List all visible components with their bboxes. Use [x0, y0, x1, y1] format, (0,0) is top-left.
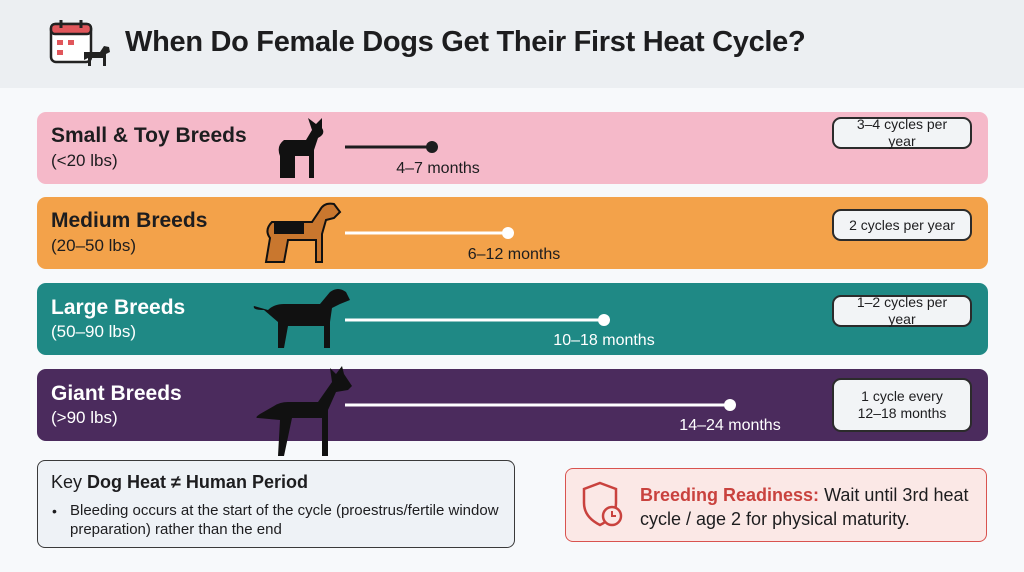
cycle-pill: 3–4 cycles per year	[832, 116, 972, 149]
key-bullet: Bleeding occurs at the start of the cycl…	[70, 502, 499, 538]
breeding-note: Wait until 3rd heat cycle / age 2 for ph…	[640, 485, 969, 529]
cycle-pill: 1 cycle every 12–18 months	[832, 378, 972, 432]
breed-name: Large Breeds	[51, 296, 186, 319]
key-title: Dog Heat ≠ Human Period	[87, 472, 308, 492]
cycle-pill: 1–2 cycles per year	[832, 294, 972, 327]
title: When Do Female Dogs Get Their First Heat…	[125, 26, 806, 58]
breed-row	[37, 112, 988, 184]
breeding-text: Breeding Readiness: Wait until 3rd heat …	[640, 483, 970, 531]
age-range: 14–24 months	[679, 417, 781, 434]
key-heading: Key Dog Heat ≠ Human Period	[51, 472, 308, 493]
calendar-dog-icon	[49, 20, 110, 66]
key-label: Key	[51, 472, 83, 492]
cycle-pill: 2 cycles per year	[832, 209, 972, 241]
header	[0, 0, 1024, 88]
age-range: 6–12 months	[467, 246, 561, 263]
breeding-box	[565, 468, 987, 542]
age-range: 10–18 months	[553, 332, 655, 349]
breed-name: Giant Breeds	[51, 382, 182, 405]
age-range: 4–7 months	[396, 160, 480, 177]
breed-name: Medium Breeds	[51, 209, 208, 232]
breed-name: Small & Toy Breeds	[51, 124, 247, 147]
breed-weight: (<20 lbs)	[51, 151, 118, 170]
key-box	[37, 460, 515, 548]
breed-weight: (>90 lbs)	[51, 408, 118, 427]
breed-weight: (50–90 lbs)	[51, 322, 137, 341]
breeding-label: Breeding Readiness:	[640, 485, 820, 505]
shield-clock-icon	[582, 481, 623, 527]
bullet-dot: •	[52, 503, 57, 519]
breed-weight: (20–50 lbs)	[51, 236, 137, 255]
